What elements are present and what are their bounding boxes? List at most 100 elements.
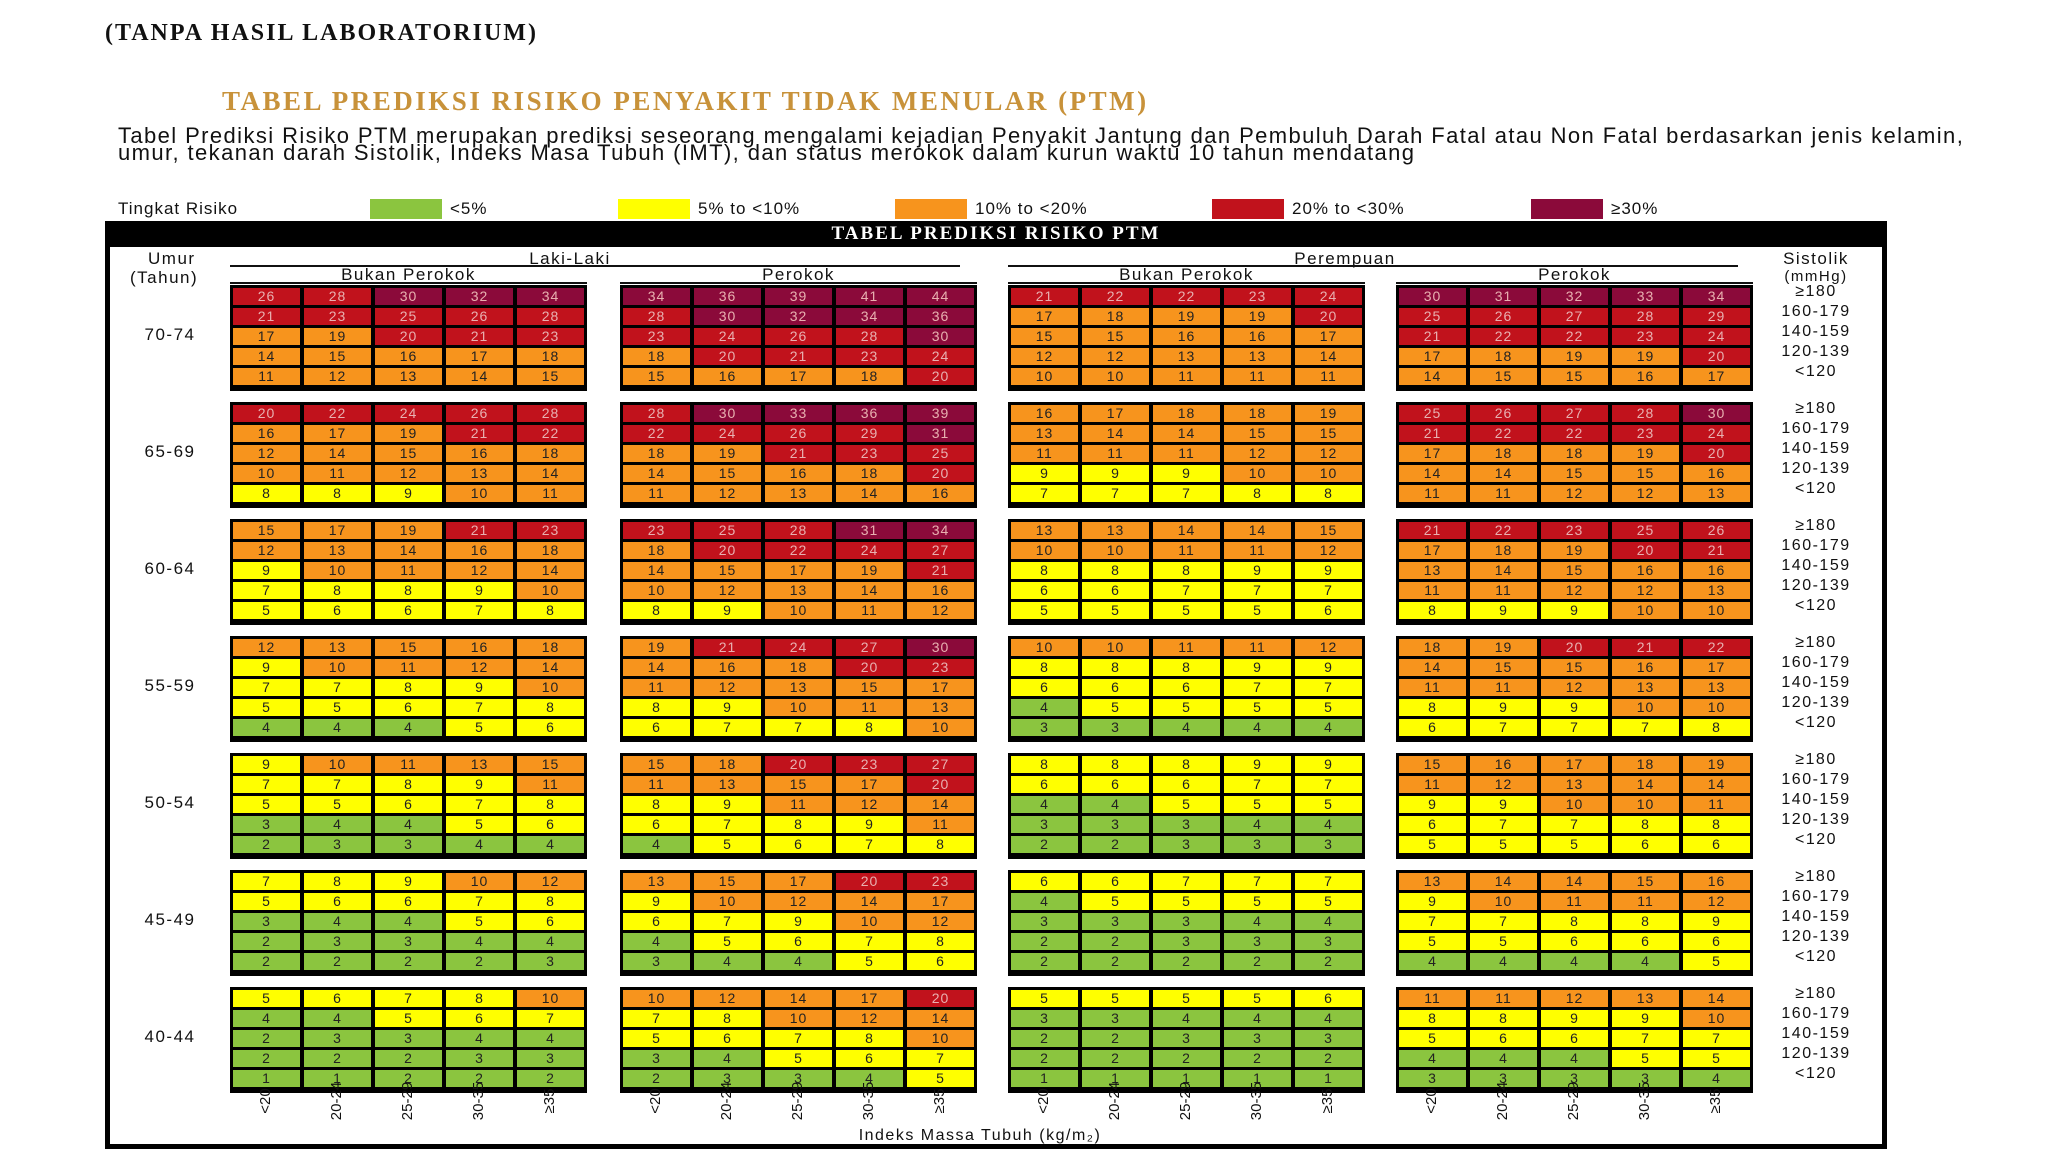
risk-panel-male-non-smoker: 9 10 11 13 15 7 7 8 9 11 5 5 6 7 8 3 4 4 5 6 2 3 3 4 4 <box>230 753 587 859</box>
risk-cell: 7 <box>694 913 761 930</box>
risk-cell: 4 <box>1153 1010 1220 1027</box>
risk-cell: 2 <box>1011 953 1078 970</box>
risk-panel-female-smoker: 25 26 27 28 30 21 22 22 23 24 17 18 18 19 20 14 14 15 15 16… <box>1396 402 1753 508</box>
bmi-level-label: 20-24 <box>718 1081 735 1121</box>
risk-cell: 27 <box>1541 405 1608 422</box>
risk-cell: 10 <box>304 562 371 579</box>
risk-cell: 21 <box>1399 425 1466 442</box>
risk-cell: 14 <box>1082 425 1149 442</box>
risk-panel-male-non-smoker: 7 8 9 10 12 5 6 6 7 8 3 4 4 5 6 2 3 3 4 4 2 2 2 2 3 <box>230 870 587 976</box>
risk-cell: 20 <box>375 328 442 345</box>
risk-cell: 16 <box>233 425 300 442</box>
risk-cell: 26 <box>1683 522 1750 539</box>
systolic-unit: (mmHg) <box>1784 268 1848 285</box>
risk-cell: 8 <box>1082 756 1149 773</box>
bmi-level-label: 30-35 <box>860 1081 877 1121</box>
risk-cell: 8 <box>1399 602 1466 619</box>
risk-cell: 5 <box>623 1030 690 1047</box>
risk-cell: 10 <box>446 485 513 502</box>
risk-cell: 4 <box>836 1070 903 1087</box>
risk-cell: 14 <box>517 562 584 579</box>
risk-cell: 8 <box>375 776 442 793</box>
risk-cell: 8 <box>1153 756 1220 773</box>
rule <box>1396 282 1753 284</box>
risk-cell: 9 <box>1470 796 1537 813</box>
risk-cell: 10 <box>1683 602 1750 619</box>
risk-cell: 16 <box>1683 465 1750 482</box>
risk-cell: 16 <box>1153 328 1220 345</box>
risk-cell: 4 <box>446 836 513 853</box>
risk-cell: 31 <box>907 425 974 442</box>
age-group-label: 50-54 <box>144 793 196 812</box>
risk-cell: 11 <box>1399 776 1466 793</box>
risk-cell: 5 <box>836 953 903 970</box>
risk-cell: 18 <box>623 445 690 462</box>
risk-cell: 20 <box>836 659 903 676</box>
risk-cell: 6 <box>907 953 974 970</box>
risk-cell: 17 <box>304 425 371 442</box>
risk-cell: 14 <box>1683 990 1750 1007</box>
risk-cell: 16 <box>446 445 513 462</box>
risk-cell: 8 <box>1224 485 1291 502</box>
bmi-level-label: ≥35 <box>931 1088 948 1114</box>
risk-cell: 12 <box>694 485 761 502</box>
risk-cell: 8 <box>517 602 584 619</box>
systolic-level-label: <120 <box>1794 363 1838 380</box>
risk-cell: 8 <box>1399 1010 1466 1027</box>
risk-cell: 5 <box>1224 893 1291 910</box>
risk-cell: 18 <box>1082 308 1149 325</box>
risk-panel-female-smoker: 11 11 12 13 14 8 8 9 9 10 5 6 6 7 7 4 4 4 5 5 3 3 3 3 4 <box>1396 987 1753 1093</box>
risk-cell: 13 <box>623 873 690 890</box>
risk-cell: 17 <box>1399 542 1466 559</box>
risk-cell: 3 <box>1224 933 1291 950</box>
risk-cell: 11 <box>623 485 690 502</box>
risk-cell: 10 <box>1683 699 1750 716</box>
risk-cell: 7 <box>1612 1030 1679 1047</box>
risk-cell: 33 <box>1612 288 1679 305</box>
risk-cell: 18 <box>1470 542 1537 559</box>
risk-cell: 27 <box>907 756 974 773</box>
risk-cell: 23 <box>836 348 903 365</box>
risk-cell: 19 <box>694 445 761 462</box>
risk-cell: 1 <box>1011 1070 1078 1087</box>
risk-cell: 18 <box>517 639 584 656</box>
systolic-level-label: 140-159 <box>1781 557 1851 574</box>
risk-cell: 5 <box>1224 990 1291 1007</box>
risk-cell: 6 <box>836 1050 903 1067</box>
risk-cell: 3 <box>304 933 371 950</box>
risk-cell: 6 <box>1011 679 1078 696</box>
risk-cell: 34 <box>836 308 903 325</box>
risk-cell: 17 <box>765 873 832 890</box>
risk-cell: 12 <box>1470 776 1537 793</box>
risk-cell: 5 <box>1153 796 1220 813</box>
male-non-smoker-header: Bukan Perokok <box>341 265 476 284</box>
risk-cell: 14 <box>1470 465 1537 482</box>
risk-cell: 14 <box>836 485 903 502</box>
risk-cell: 2 <box>1153 953 1220 970</box>
risk-cell: 4 <box>1295 816 1362 833</box>
risk-panel-male-non-smoker: 12 13 15 16 18 9 10 11 12 14 7 7 8 9 10 5 5 6 7 8 4 4 4 5 6 <box>230 636 587 742</box>
risk-cell: 4 <box>304 913 371 930</box>
risk-cell: 9 <box>1683 913 1750 930</box>
risk-cell: 11 <box>517 776 584 793</box>
risk-cell: 7 <box>1224 776 1291 793</box>
risk-cell: 26 <box>765 328 832 345</box>
risk-cell: 5 <box>1153 990 1220 1007</box>
risk-cell: 13 <box>765 485 832 502</box>
risk-cell: 3 <box>1399 1070 1466 1087</box>
risk-cell: 15 <box>1295 425 1362 442</box>
risk-cell: 16 <box>907 485 974 502</box>
risk-legend: Tingkat Risiko <5% 5% to <10% 10% to <20… <box>118 199 1998 221</box>
legend-label-low: <5% <box>450 199 488 218</box>
risk-cell: 11 <box>1399 582 1466 599</box>
risk-cell: 20 <box>694 348 761 365</box>
risk-cell: 32 <box>765 308 832 325</box>
age-group-label: 55-59 <box>144 676 196 695</box>
risk-panel-female-non-smoker: 16 17 18 18 19 13 14 14 15 15 11 11 11 12 12 9 9 9 10 10 7 7 7… <box>1008 402 1365 508</box>
risk-cell: 11 <box>836 602 903 619</box>
risk-cell: 16 <box>1683 562 1750 579</box>
risk-cell: 16 <box>765 465 832 482</box>
risk-cell: 20 <box>907 990 974 1007</box>
risk-cell: 7 <box>1153 873 1220 890</box>
risk-cell: 15 <box>765 776 832 793</box>
